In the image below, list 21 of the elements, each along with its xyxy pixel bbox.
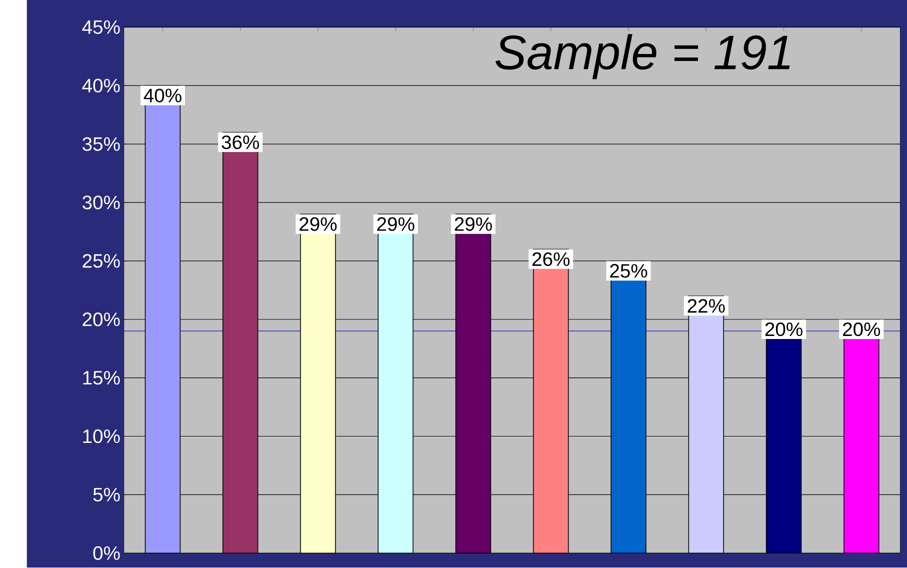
y-tick-label: 25% — [82, 254, 120, 268]
y-tick-label: 40% — [82, 78, 120, 93]
data-label: 40% — [144, 88, 182, 103]
data-label: 29% — [300, 217, 337, 232]
data-label: 20% — [765, 322, 802, 336]
data-label: 25% — [610, 264, 648, 278]
data-label: 29% — [454, 217, 492, 232]
data-label: 36% — [222, 136, 259, 150]
annotation: Sample = 191 — [496, 34, 790, 80]
data-label: 20% — [843, 322, 880, 336]
y-tick-label: 35% — [82, 137, 120, 152]
data-label: 29% — [377, 217, 414, 232]
y-tick-label: 15% — [83, 371, 120, 385]
y-tick-label: 20% — [82, 312, 120, 326]
y-tick-label: 5% — [93, 488, 120, 502]
data-label: 26% — [532, 252, 570, 266]
y-tick-label: 30% — [82, 196, 120, 210]
y-tick-label: 10% — [83, 430, 120, 444]
y-tick-label: 45% — [82, 20, 120, 34]
y-tick-label: 0% — [93, 546, 120, 560]
data-label: 22% — [688, 299, 725, 313]
